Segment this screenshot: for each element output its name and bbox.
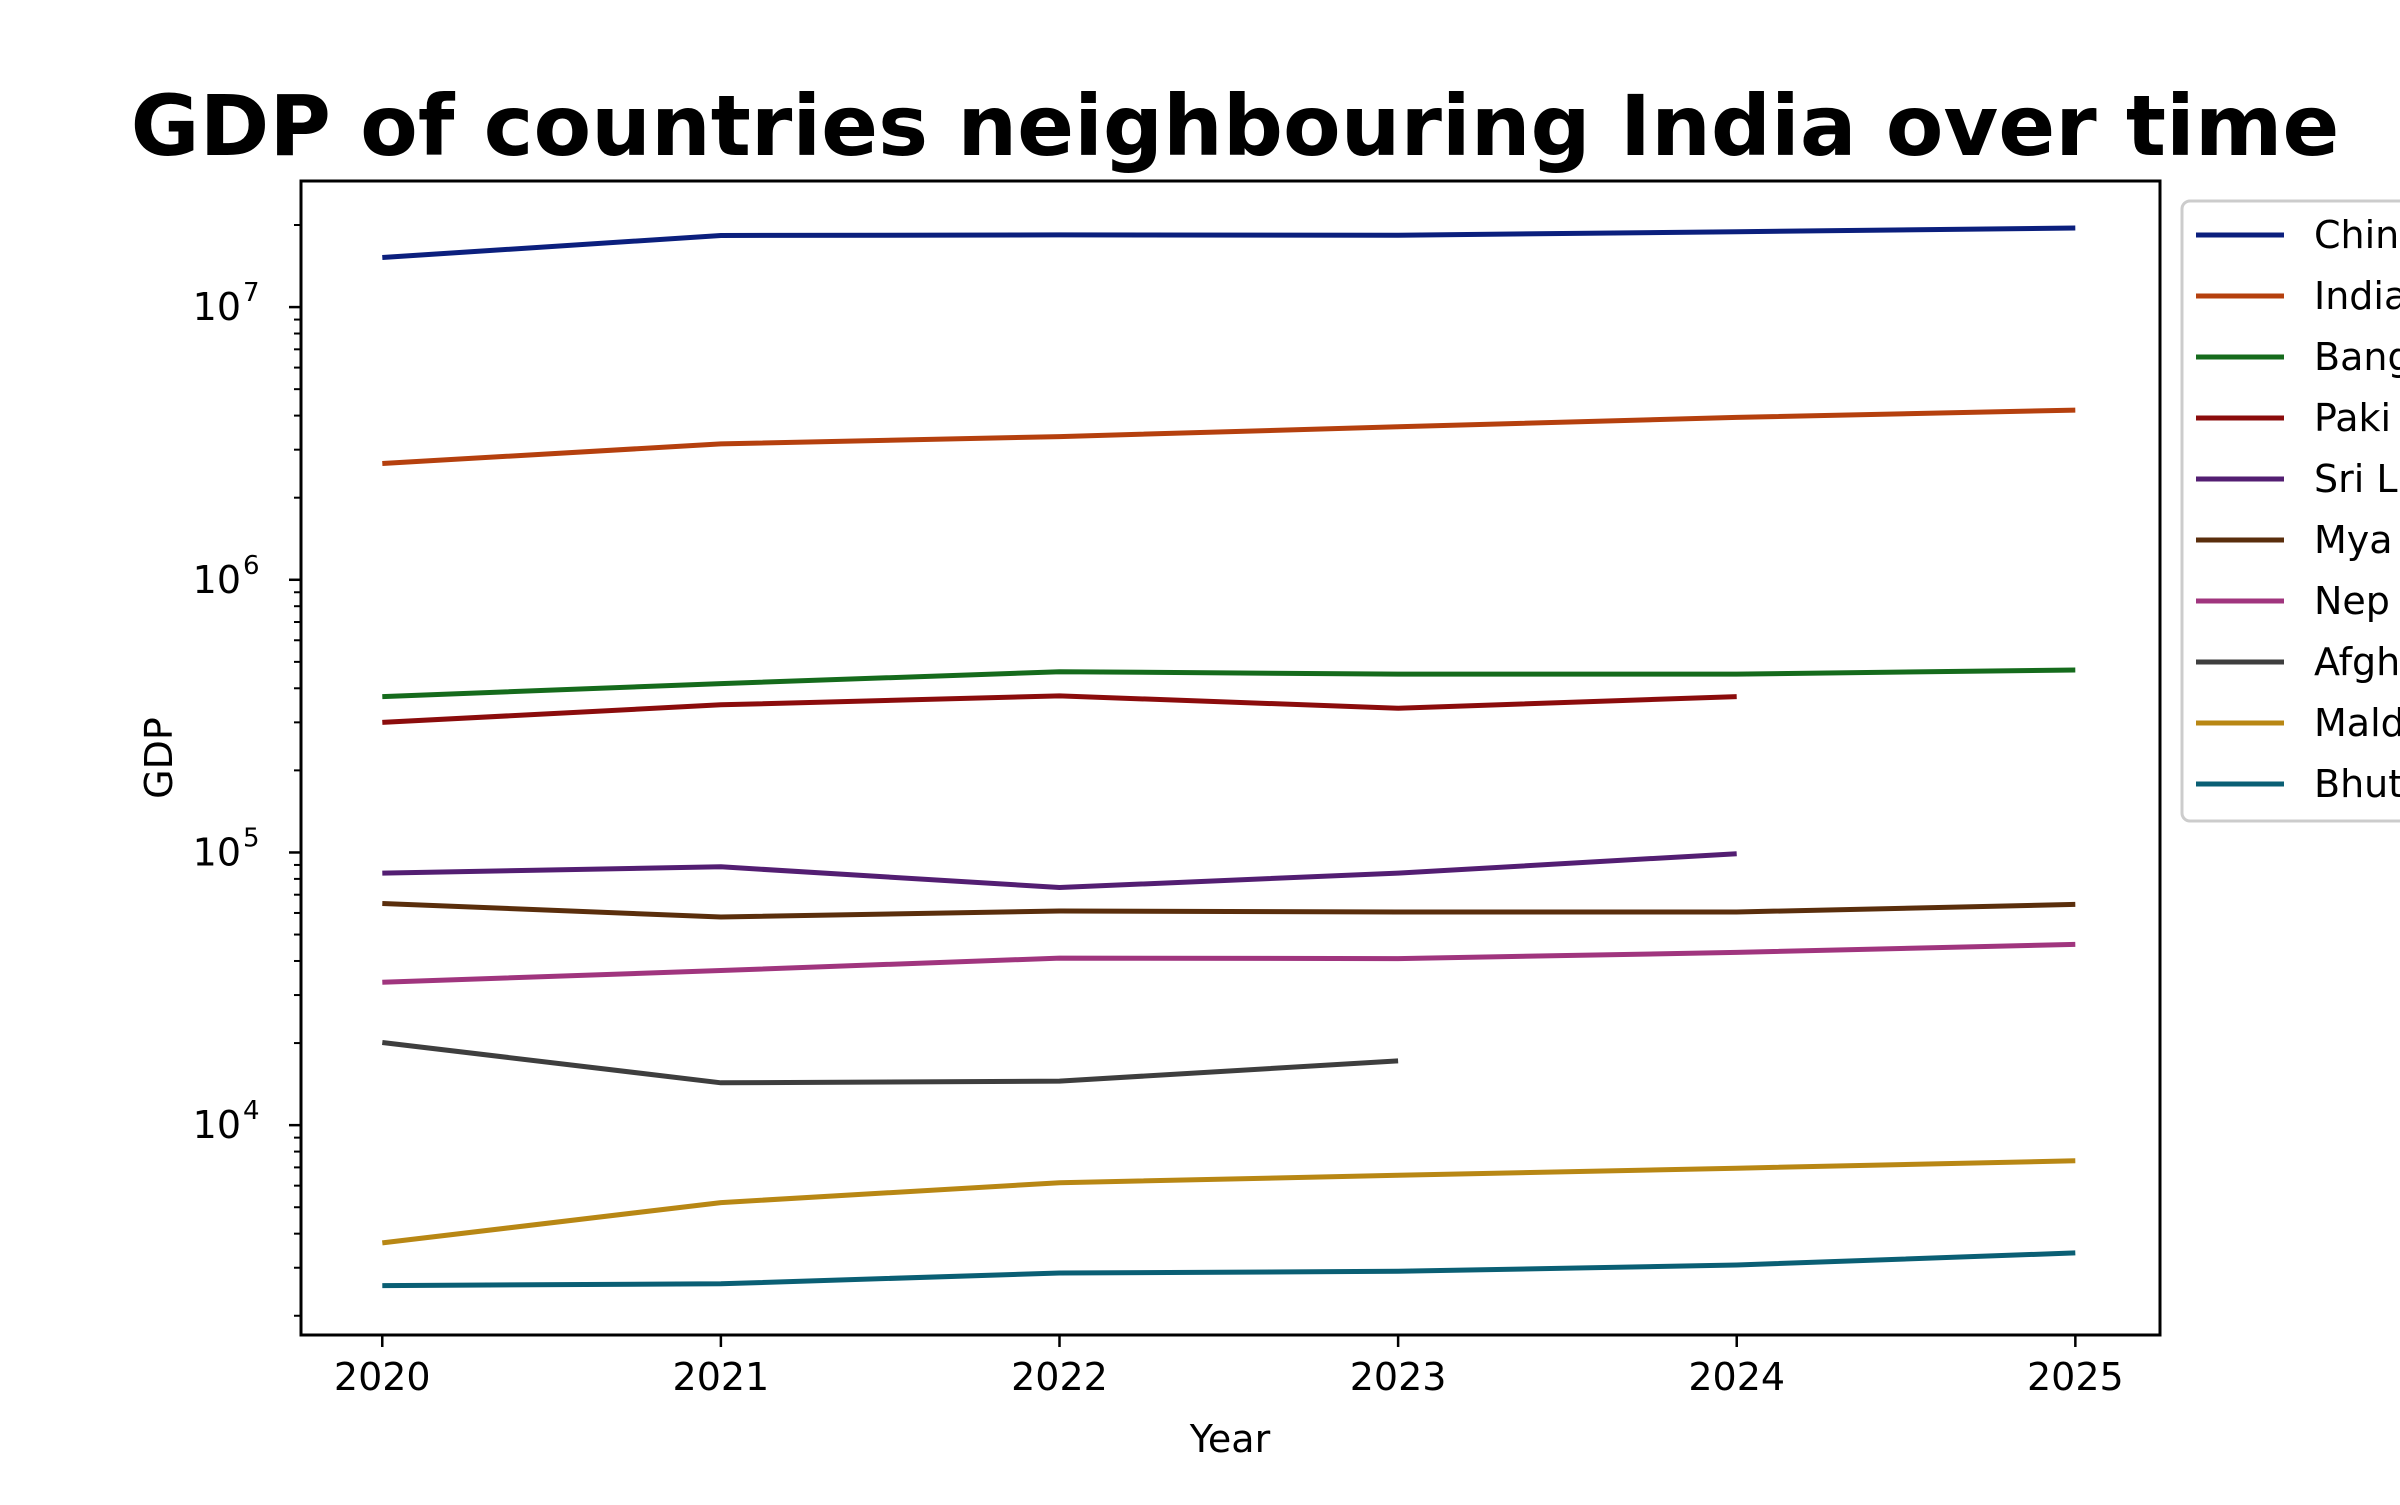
x-tick-label: 2022 xyxy=(1011,1355,1108,1399)
series-line-myanmar xyxy=(382,901,2076,920)
legend-label-bhutan: Bhut xyxy=(2314,762,2400,806)
x-tick-label: 2021 xyxy=(673,1355,770,1399)
y-tick-label: 10 xyxy=(193,285,241,329)
x-tick-label: 2023 xyxy=(1350,1355,1447,1399)
y-tick-exponent: 5 xyxy=(243,823,260,853)
series-line-nepal xyxy=(382,941,2076,985)
chart-title: GDP of countries neighbouring India over… xyxy=(131,77,2340,175)
series-line-china xyxy=(382,225,2076,260)
legend-label-nepal: Nep xyxy=(2314,579,2390,623)
series-line-india xyxy=(382,407,2076,466)
x-tick-label: 2025 xyxy=(2027,1355,2124,1399)
y-axis-label: GDP xyxy=(137,717,181,799)
legend-label-india: India xyxy=(2314,274,2400,318)
series-line-bangladesh xyxy=(382,667,2076,700)
legend-label-afghanistan: Afgh xyxy=(2314,640,2400,684)
series-line-afghanistan xyxy=(382,1040,1399,1086)
series-line-bhutan xyxy=(382,1250,2076,1289)
legend: Chin India Bang Paki Sri L Mya Nep Afgh Mald Bhut xyxy=(2180,199,2400,823)
series-line-pakistan xyxy=(382,693,1737,725)
series-line-maldives xyxy=(382,1158,2076,1246)
plot-frame xyxy=(299,179,2162,1337)
y-tick-exponent: 4 xyxy=(243,1096,260,1126)
x-tick-label: 2024 xyxy=(1688,1355,1785,1399)
plot-area xyxy=(382,225,2076,1289)
y-tick-label: 10 xyxy=(193,1103,241,1147)
y-tick-label: 10 xyxy=(193,830,241,874)
y-tick-label: 10 xyxy=(193,558,241,602)
legend-label-china: Chin xyxy=(2314,213,2399,257)
legend-label-sri-lanka: Sri L xyxy=(2314,457,2398,501)
legend-label-bangladesh: Bang xyxy=(2314,335,2400,379)
x-axis-label: Year xyxy=(1189,1417,1271,1461)
legend-label-myanmar: Mya xyxy=(2314,518,2393,562)
y-tick-exponent: 6 xyxy=(243,551,260,581)
legend-label-pakistan: Paki xyxy=(2314,396,2391,440)
series-line-sri-lanka xyxy=(382,851,1737,890)
x-tick-label: 2020 xyxy=(334,1355,431,1399)
x-axis: 2020 2021 2022 2023 2024 2025 xyxy=(334,1335,2124,1399)
y-tick-exponent: 7 xyxy=(243,278,260,308)
legend-label-maldives: Mald xyxy=(2314,701,2400,745)
